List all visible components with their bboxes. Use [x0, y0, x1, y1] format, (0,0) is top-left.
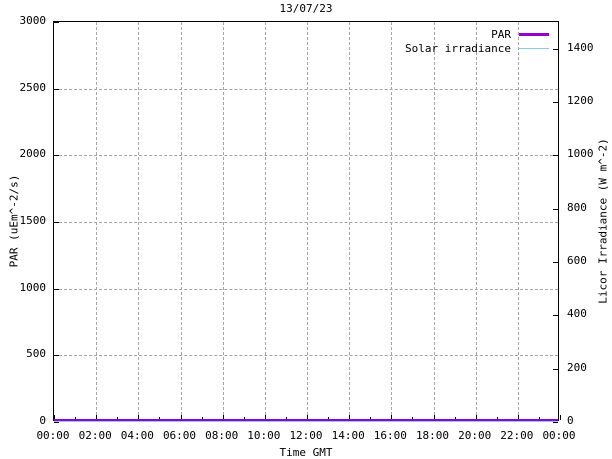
gridline-vertical	[180, 22, 182, 420]
x-tick-label: 14:00	[331, 429, 365, 442]
gridline-vertical	[222, 22, 224, 420]
y-right-tick-label: 800	[567, 200, 587, 214]
x-minor-tick	[159, 417, 161, 420]
x-tick-label: 10:00	[247, 429, 281, 442]
gridline-horizontal	[54, 355, 558, 357]
gridline-vertical	[349, 22, 351, 420]
y-left-tick	[54, 288, 59, 290]
chart-title: 13/07/23	[279, 2, 333, 15]
x-minor-tick	[201, 417, 203, 420]
y-right-tick	[553, 208, 558, 210]
x-major-tick	[264, 415, 266, 420]
legend: PAR Solar irradiance	[405, 27, 549, 55]
y-right-tick	[553, 262, 558, 263]
x-minor-tick	[538, 417, 540, 420]
y-right-tick-label: 0	[567, 414, 574, 427]
gridline-horizontal	[54, 155, 558, 157]
gridline-vertical	[307, 22, 308, 420]
y-right-tick-label: 1000	[567, 147, 594, 161]
x-tick-label: 20:00	[458, 429, 492, 442]
y-left-tick	[54, 355, 59, 357]
y-left-tick	[54, 22, 59, 23]
y-left-tick-label: 1000	[19, 280, 47, 294]
y-right-tick	[553, 315, 558, 317]
y-right-tick-label: 200	[567, 360, 587, 374]
y-axis-label-right: Licor Irradiance (W m^-2)	[596, 138, 610, 304]
y-left-tick	[54, 155, 59, 157]
y-right-tick	[553, 102, 558, 103]
x-tick-label: 02:00	[78, 429, 112, 442]
x-major-tick	[560, 415, 561, 420]
x-minor-tick	[285, 417, 287, 420]
legend-label: PAR	[491, 27, 511, 41]
x-major-tick	[391, 415, 393, 420]
gridline-vertical	[391, 22, 393, 420]
x-tick-label: 08:00	[205, 429, 239, 442]
x-tick-label: 06:00	[162, 429, 197, 442]
x-tick-label: 00:00	[36, 429, 70, 442]
x-major-tick	[138, 415, 140, 420]
x-major-tick	[517, 415, 519, 420]
y-right-tick-label: 600	[567, 254, 587, 267]
y-left-tick-label: 2500	[19, 80, 47, 94]
x-major-tick	[222, 415, 224, 420]
legend-label: Solar irradiance	[405, 41, 511, 55]
gridline-horizontal	[54, 88, 558, 90]
gridline-vertical	[433, 22, 435, 420]
legend-line-sample	[519, 47, 549, 49]
gridline-horizontal	[54, 288, 558, 290]
y-left-tick-label: 3000	[19, 14, 47, 27]
y-right-tick	[553, 422, 558, 423]
gridline-vertical	[96, 22, 98, 420]
gridline-vertical	[517, 22, 519, 420]
x-major-tick	[54, 415, 55, 420]
y-right-tick-label: 1400	[567, 40, 594, 54]
y-left-tick	[54, 422, 59, 423]
plot-area: PAR Solar irradiance	[53, 21, 561, 423]
y-right-tick	[553, 368, 558, 370]
gridline-vertical	[475, 22, 477, 420]
x-tick-label: 00:00	[542, 429, 576, 442]
y-left-tick-label: 1500	[19, 214, 47, 227]
y-right-tick	[553, 155, 558, 157]
x-minor-tick	[496, 417, 498, 420]
y-left-tick	[54, 88, 59, 90]
x-minor-tick	[412, 417, 414, 420]
gridline-horizontal	[54, 222, 558, 223]
x-tick-label: 16:00	[373, 429, 407, 442]
x-major-tick	[307, 415, 308, 420]
x-axis-label: Time GMT	[279, 446, 333, 459]
y-right-tick-label: 1200	[567, 94, 594, 107]
x-major-tick	[96, 415, 98, 420]
gridline-vertical	[264, 22, 266, 420]
x-tick-label: 04:00	[120, 429, 154, 442]
x-tick-label: 22:00	[500, 429, 534, 442]
x-minor-tick	[243, 417, 245, 420]
y-left-tick-label: 500	[26, 347, 46, 361]
x-minor-tick	[117, 417, 119, 420]
legend-item-solar-irradiance: Solar irradiance	[405, 41, 549, 55]
y-left-tick	[54, 222, 59, 223]
y-right-tick	[553, 48, 558, 50]
y-right-tick-label: 400	[567, 307, 587, 321]
x-major-tick	[433, 415, 435, 420]
x-minor-tick	[75, 417, 77, 420]
series-line-par	[54, 419, 558, 421]
x-tick-label: 18:00	[415, 429, 450, 442]
series-line-solar-irradiance	[54, 421, 558, 422]
x-tick-label: 12:00	[289, 429, 323, 442]
x-minor-tick	[454, 417, 456, 420]
x-minor-tick	[328, 417, 330, 420]
x-major-tick	[349, 415, 351, 420]
x-minor-tick	[370, 417, 372, 420]
x-major-tick	[475, 415, 477, 420]
legend-line-sample	[519, 32, 549, 36]
legend-item-par: PAR	[405, 27, 549, 41]
y-left-tick-label: 2000	[19, 147, 47, 161]
y-left-tick-label: 0	[39, 414, 46, 427]
gridline-vertical	[138, 22, 140, 420]
x-major-tick	[180, 415, 182, 420]
